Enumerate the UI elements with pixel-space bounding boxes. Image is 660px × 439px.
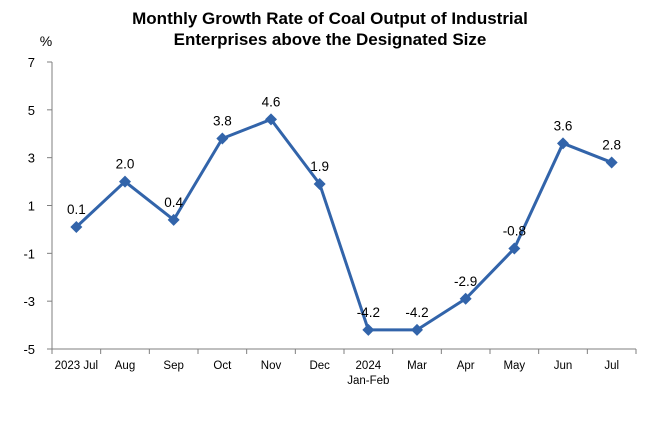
x-tick-label: 2024 [356, 360, 382, 372]
data-label: -4.2 [405, 305, 428, 320]
y-unit-label: % [40, 33, 52, 49]
data-label: 0.1 [67, 202, 86, 217]
data-label: 1.9 [310, 159, 329, 174]
x-tick-label: Nov [261, 360, 282, 372]
data-point-marker [265, 113, 277, 126]
x-tick-label: Mar [407, 360, 427, 372]
data-point-marker [119, 175, 131, 188]
y-tick-label: 7 [28, 55, 35, 70]
x-tick-label: Jan-Feb [347, 375, 389, 387]
y-tick-label: 3 [28, 151, 35, 166]
series-line [75, 117, 613, 332]
data-label: 2.0 [116, 157, 135, 172]
y-tick-label: 1 [28, 199, 35, 214]
data-point-marker [605, 156, 618, 169]
x-tick-label: Oct [213, 360, 232, 372]
data-label: 3.6 [554, 118, 573, 133]
data-point-marker [411, 323, 423, 336]
x-tick-label: Jul [604, 360, 619, 372]
y-tick-label: -1 [23, 246, 35, 261]
y-tick-label: -5 [23, 342, 35, 357]
plot-area: 0.1 2.0 0.4 3.8 4.6 1.9 -4.2 -4.2 -2.9 -0.8 3.6 2.8 [67, 94, 621, 336]
data-label: -2.9 [454, 274, 477, 289]
y-tick-label: 5 [28, 103, 35, 118]
chart-title-line-1: Monthly Growth Rate of Coal Output of In… [132, 9, 528, 28]
data-label: -0.8 [503, 224, 526, 239]
x-tick-label: Apr [457, 360, 475, 372]
data-point-marker [167, 213, 180, 226]
data-point-marker [70, 221, 83, 234]
data-point-marker [362, 323, 375, 336]
x-tick-label: Dec [309, 360, 330, 372]
x-tick-label: Sep [163, 360, 183, 372]
data-point-marker [557, 137, 569, 150]
data-label: 0.4 [164, 195, 183, 210]
axes: 7 5 3 1 -1 -3 -5 2023 Jul Aug Sep Oct Nov Dec 2024 Jan… [23, 55, 637, 387]
data-label: 3.8 [213, 114, 232, 129]
x-tick-label: Aug [115, 360, 135, 372]
y-tick-label: -3 [23, 294, 35, 309]
data-label: -4.2 [357, 305, 380, 320]
x-tick-label: 2023 Jul [55, 360, 98, 372]
data-point-marker [313, 177, 326, 190]
data-label: 4.6 [262, 94, 281, 109]
data-point-marker [216, 132, 229, 145]
x-tick-label: May [503, 360, 525, 372]
chart-title: Monthly Growth Rate of Coal Output of In… [0, 8, 660, 50]
data-point-marker [508, 242, 521, 255]
data-point-marker [459, 292, 472, 305]
chart-title-line-2: Enterprises above the Designated Size [173, 30, 487, 49]
x-tick-label: Jun [554, 360, 573, 372]
data-label: 2.8 [602, 137, 621, 152]
